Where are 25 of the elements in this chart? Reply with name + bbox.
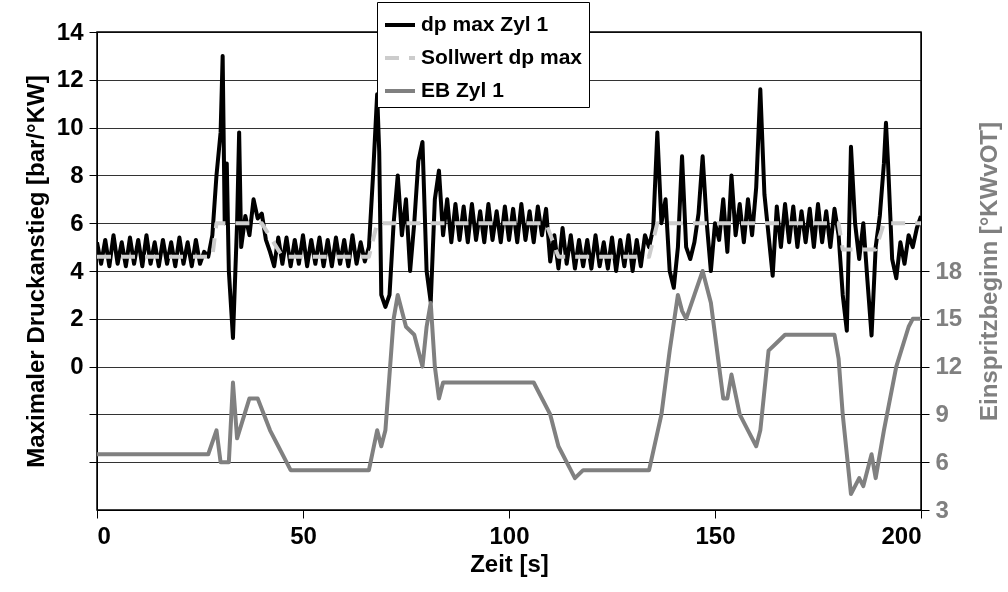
x-tick-label: 0 [97, 521, 111, 549]
y2-axis-title: Einspritzbeginn [°KWvOT] [975, 122, 1003, 421]
y2-tick-label: 15 [935, 304, 963, 332]
y-tick-label: 14 [56, 17, 85, 45]
y2-tick-label: 18 [935, 256, 963, 284]
x-axis-title: Zeit [s] [470, 549, 549, 577]
y-tick-label: 2 [70, 304, 84, 332]
y-tick-label: 12 [56, 65, 84, 93]
y-tick-label: 10 [56, 113, 84, 141]
legend-label: EB Zyl 1 [421, 78, 505, 101]
y2-tick-label: 9 [935, 399, 949, 427]
y-tick-label: 8 [70, 160, 84, 188]
legend-label: Sollwert dp max [421, 45, 583, 68]
y-tick-label: 6 [70, 208, 84, 236]
x-tick-label: 200 [881, 521, 922, 549]
y2-tick-label: 12 [935, 352, 963, 380]
x-tick-label: 150 [695, 521, 736, 549]
y-axis-title: Maximaler Druckanstieg [bar/°KW] [21, 75, 49, 468]
y-tick-label: 0 [70, 352, 84, 380]
legend-label: dp max Zyl 1 [421, 12, 549, 35]
x-tick-label: 50 [290, 521, 317, 549]
x-tick-label: 100 [489, 521, 530, 549]
y2-tick-label: 6 [935, 447, 949, 475]
y2-tick-label: 3 [935, 495, 949, 523]
y-tick-label: 4 [70, 256, 85, 284]
